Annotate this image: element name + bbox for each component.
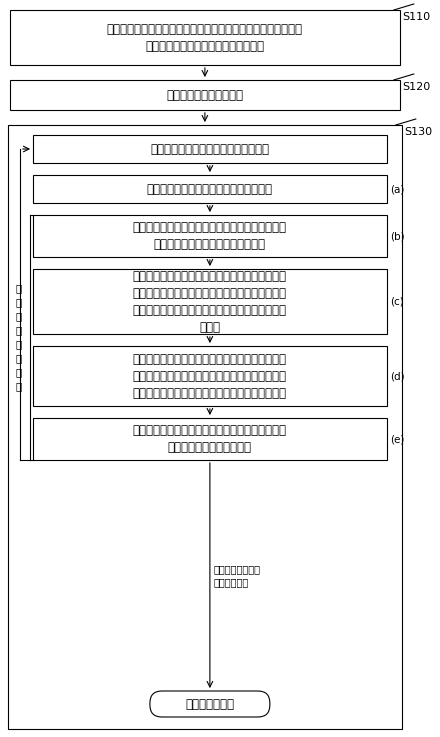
Text: S110: S110 <box>402 12 430 22</box>
FancyBboxPatch shape <box>33 215 387 257</box>
FancyBboxPatch shape <box>33 135 387 163</box>
Text: 基于待模拟的催化重整装置生产时的原料数据和产物数据，构建
分子级别的实际反应物集和实际产物集: 基于待模拟的催化重整装置生产时的原料数据和产物数据，构建 分子级别的实际反应物集… <box>107 23 303 52</box>
Text: (d): (d) <box>390 371 404 381</box>
FancyBboxPatch shape <box>33 346 387 406</box>
Text: 筛选出符合当前反应规则的候选反应物集: 筛选出符合当前反应规则的候选反应物集 <box>147 183 273 195</box>
Text: (c): (c) <box>390 296 403 307</box>
Text: 针对上述反应规则集中的每个反应规则: 针对上述反应规则集中的每个反应规则 <box>150 142 269 156</box>
FancyBboxPatch shape <box>33 418 387 460</box>
FancyBboxPatch shape <box>33 269 387 334</box>
Text: 将上述目标反应物集输入至分子水平的反应动力学
模型进行模拟计算，得到对应的模拟产物集；其中
上述反应动力学模型基于上述当前反应规则进行反
应模拟: 将上述目标反应物集输入至分子水平的反应动力学 模型进行模拟计算，得到对应的模拟产… <box>133 270 287 334</box>
Text: 根据上述目标反应物集、上述模拟产物集和上述实
际产物集，在上述目标反应物集中确定符合上述当
前反应规则但与实际反应过程有偏离的第二反应物: 根据上述目标反应物集、上述模拟产物集和上述实 际产物集，在上述目标反应物集中确定… <box>133 352 287 399</box>
FancyBboxPatch shape <box>10 10 400 65</box>
Text: (e): (e) <box>390 434 404 444</box>
Text: S120: S120 <box>402 82 430 92</box>
Text: 调
整
后
的
反
应
规
则: 调 整 后 的 反 应 规 则 <box>16 284 22 391</box>
FancyBboxPatch shape <box>33 175 387 203</box>
Text: S130: S130 <box>404 127 432 137</box>
FancyBboxPatch shape <box>10 80 400 110</box>
FancyBboxPatch shape <box>8 125 402 729</box>
FancyBboxPatch shape <box>150 691 270 717</box>
Text: 构建并初始化反应规则集: 构建并初始化反应规则集 <box>166 88 243 102</box>
Text: 不存在第一反应物
和第二反应物: 不存在第一反应物 和第二反应物 <box>214 564 261 587</box>
Text: 根据上述第一反应物和第二反应物的结构特征，对
上述当前反应规则进行调整: 根据上述第一反应物和第二反应物的结构特征，对 上述当前反应规则进行调整 <box>133 424 287 454</box>
Text: 目标反应规则集: 目标反应规则集 <box>185 697 235 710</box>
Text: (a): (a) <box>390 184 404 194</box>
Text: (b): (b) <box>390 231 404 241</box>
Text: 对上述候选反应物集中不在上述反应物集中的第一
反应物进行剔除，得到目标反应物集: 对上述候选反应物集中不在上述反应物集中的第一 反应物进行剔除，得到目标反应物集 <box>133 221 287 251</box>
